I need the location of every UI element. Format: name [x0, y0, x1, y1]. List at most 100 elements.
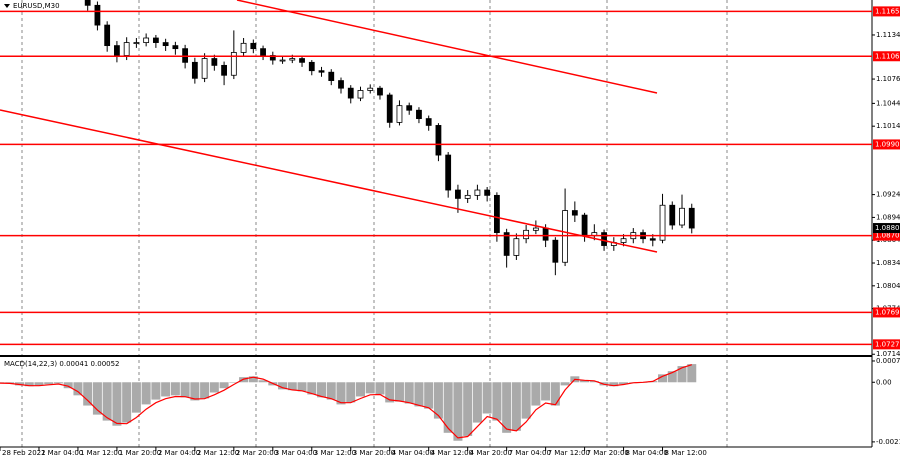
macd-bar — [609, 382, 619, 387]
x-tick-label: 3 Mar 20:00 — [353, 449, 395, 457]
candle-body — [396, 105, 403, 123]
candle-body — [230, 52, 237, 76]
x-tick-label: 1 Mar 04:00 — [41, 449, 83, 457]
x-tick-label: 4 Mar 04:00 — [392, 449, 434, 457]
candle-body — [133, 42, 140, 44]
candle-body — [386, 94, 393, 123]
macd-bar — [326, 382, 336, 400]
candle-body — [182, 48, 189, 63]
level-label-box — [873, 339, 900, 350]
y-tick-label: 1.0804 — [876, 282, 900, 290]
x-tick-label: 8 Mar 04:00 — [626, 449, 668, 457]
macd-bar — [44, 382, 54, 385]
x-tick-label: 7 Mar 04:00 — [509, 449, 551, 457]
level-label: 1.1165 — [875, 7, 900, 15]
candle-body — [688, 207, 695, 229]
macd-bar — [463, 382, 473, 436]
candle-body — [367, 87, 374, 91]
level-label-box — [873, 307, 900, 318]
candle-body — [474, 189, 481, 196]
level-label: 1.0990 — [875, 140, 900, 148]
x-tick-label: 1 Mar 20:00 — [119, 449, 161, 457]
macd-bar — [531, 382, 541, 406]
macd-bar — [658, 374, 668, 383]
y-tick-label: 1.0894 — [876, 213, 900, 221]
level-label-box — [873, 139, 900, 150]
candle-body — [84, 0, 91, 6]
macd-bar — [667, 371, 677, 383]
candle-body — [299, 58, 305, 63]
x-tick-label: 1 Mar 12:00 — [80, 449, 122, 457]
macd-bar — [161, 382, 171, 397]
macd-bar — [550, 382, 560, 406]
macd-bar — [482, 382, 492, 414]
current-price-box — [873, 223, 900, 234]
symbol-menu-icon[interactable] — [4, 4, 10, 8]
candle-body — [679, 207, 685, 226]
trend-line — [236, 0, 658, 94]
macd-bar — [336, 382, 346, 405]
macd-bar — [619, 382, 629, 385]
macd-bar — [200, 382, 210, 399]
macd-bar — [375, 382, 385, 395]
level-label-box — [873, 6, 900, 17]
current-price-label: 1.0880 — [875, 224, 900, 232]
x-tick-label: 7 Mar 20:00 — [587, 449, 629, 457]
macd-bar — [151, 382, 161, 400]
candle-body — [338, 80, 344, 89]
candle-body — [347, 87, 354, 99]
macd-bar — [453, 382, 463, 441]
macd-bar — [385, 382, 395, 403]
macd-bar — [404, 382, 414, 404]
macd-bar — [219, 382, 229, 389]
macd-bar — [414, 382, 424, 407]
macd-bar — [502, 382, 512, 433]
macd-bar — [492, 382, 502, 421]
macd-bar — [687, 364, 697, 383]
candle-body — [455, 189, 461, 199]
macd-bar — [511, 382, 521, 431]
y-tick-label: 1.0924 — [876, 191, 900, 199]
candle-body — [377, 87, 383, 96]
candle-body — [328, 71, 335, 81]
macd-bar — [278, 382, 288, 390]
candle-body — [669, 204, 676, 226]
x-tick-label: 4 Mar 20:00 — [470, 449, 512, 457]
macd-bar — [14, 382, 24, 386]
candle-body — [308, 61, 315, 72]
candle-body — [152, 37, 159, 43]
indicator-title: MACD(14,22,3) 0.00041 0.00052 — [4, 360, 120, 368]
y-tick-label: -0.0021 — [876, 438, 900, 446]
y-tick-label: 1.1014 — [876, 122, 900, 130]
x-tick-label: 2 Mar 20:00 — [236, 449, 278, 457]
level-label: 1.0727 — [875, 340, 900, 348]
candle-body — [406, 105, 413, 111]
level-label: 1.0769 — [875, 308, 900, 316]
macd-bar — [355, 382, 365, 397]
candle-body — [435, 125, 442, 156]
candle-body — [250, 42, 257, 50]
level-label-box — [873, 230, 900, 241]
candle-body — [104, 24, 111, 47]
macd-bar — [394, 382, 404, 402]
candle-body — [552, 239, 559, 263]
x-tick-label: 8 Mar 12:00 — [665, 449, 707, 457]
candle-body — [532, 227, 539, 231]
candle-body — [601, 232, 607, 246]
trend-line — [0, 109, 658, 253]
candle-body — [493, 194, 500, 234]
macd-bar — [297, 382, 307, 392]
candle-body — [289, 58, 296, 61]
macd-bar — [248, 376, 258, 383]
macd-bar — [53, 382, 63, 384]
macd-bar — [122, 382, 132, 423]
macd-bar — [24, 382, 34, 387]
y-tick-label: 1.1134 — [876, 31, 900, 39]
candle-body — [464, 194, 471, 199]
macd-bar — [102, 382, 112, 421]
y-tick-label: 1.0834 — [876, 259, 900, 267]
candle-body — [425, 118, 432, 126]
panel-separator — [0, 355, 872, 357]
y-tick-label: 0.00075 — [876, 357, 900, 365]
